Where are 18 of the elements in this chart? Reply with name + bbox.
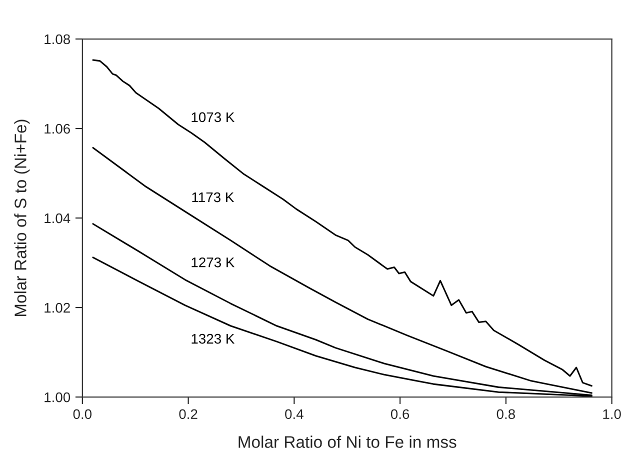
x-tick-label: 0.4 [285, 409, 304, 420]
x-tick-label: 0.2 [179, 409, 198, 420]
line-series [92, 59, 592, 387]
y-tick-label: 1.06 [44, 124, 70, 134]
y-tick-label: 1.00 [44, 392, 70, 402]
y-tick-label: 1.08 [44, 34, 70, 44]
series-label: 1073 K [192, 112, 235, 122]
series-label: 1273 K [192, 257, 235, 268]
x-axis-title: Molar Ratio of Ni to Fe in mss [238, 436, 456, 448]
y-tick-label: 1.02 [44, 302, 70, 313]
x-tick-label: 0.8 [496, 409, 515, 420]
y-axis-title: Molar Ratio of S to (Ni+Fe) [14, 120, 30, 316]
x-tick-label: 1.0 [603, 409, 621, 420]
x-tick-label: 0.6 [390, 409, 410, 420]
x-tick-label: 0.0 [73, 409, 92, 420]
y-tick-label: 1.04 [44, 213, 70, 224]
series-label: 1323 K [192, 334, 235, 344]
series-label: 1173 K [192, 192, 234, 202]
